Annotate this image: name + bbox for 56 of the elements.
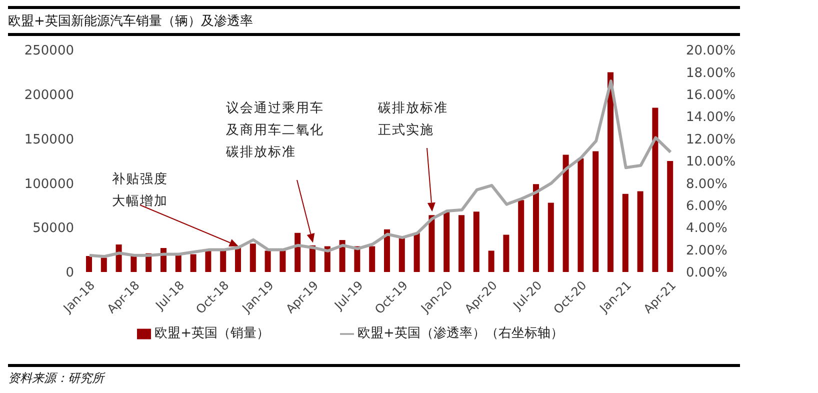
bar xyxy=(488,250,494,272)
bar xyxy=(250,244,256,272)
bar xyxy=(667,161,674,272)
bar xyxy=(637,191,644,272)
y2-tick-label: 0.00% xyxy=(686,266,728,281)
y2-tick-label: 8.00% xyxy=(686,176,728,192)
y2-tick-label: 18.00% xyxy=(686,66,736,81)
bar xyxy=(428,215,435,272)
bar xyxy=(533,184,539,272)
bar xyxy=(205,250,212,272)
legend-label: 欧盟+英国（销量） xyxy=(154,326,270,341)
bar xyxy=(220,250,226,272)
bar xyxy=(190,254,196,272)
bar xyxy=(518,200,524,272)
y2-tick-label: 20.00% xyxy=(686,44,736,59)
bar xyxy=(473,212,480,272)
y-tick-label: 100000 xyxy=(24,176,74,192)
y2-tick-label: 16.00% xyxy=(686,88,736,104)
y2-tick-label: 4.00% xyxy=(686,221,728,236)
y2-tick-label: 6.00% xyxy=(686,199,728,214)
bar xyxy=(294,232,301,272)
chart-title: 欧盟+英国新能源汽车销量（辆）及渗透率 xyxy=(8,6,740,36)
bar xyxy=(100,258,107,272)
bar xyxy=(86,256,92,272)
bar xyxy=(652,108,658,272)
y-tick-label: 250000 xyxy=(24,44,74,59)
bar xyxy=(592,151,599,272)
bar xyxy=(398,238,405,272)
bar xyxy=(339,240,346,272)
annotation: 碳排放标准正式实施 xyxy=(377,101,448,138)
bar xyxy=(548,202,554,272)
text: 资料来源：研究所 xyxy=(8,370,106,387)
y-tick-label: 0 xyxy=(66,266,74,281)
y2-tick-label: 12.00% xyxy=(686,132,736,148)
y-tick-label: 200000 xyxy=(24,88,74,104)
bar xyxy=(414,232,420,272)
y-tick-label: 150000 xyxy=(24,132,74,148)
bar xyxy=(578,158,584,272)
bar xyxy=(458,215,464,272)
bar xyxy=(369,246,376,272)
y-tick-label: 50000 xyxy=(32,221,74,236)
line-series xyxy=(88,80,672,258)
bar xyxy=(444,212,450,272)
y2-tick-label: 10.00% xyxy=(686,154,736,170)
bar xyxy=(622,194,628,272)
annotation: 议会通过乘用车及商用车二氧化碳排放标准 xyxy=(225,101,324,160)
bar xyxy=(280,250,286,272)
annotation: 补贴强度大幅增加 xyxy=(112,171,168,209)
bar xyxy=(562,154,569,272)
y2-tick-label: 14.00% xyxy=(686,110,736,126)
y2-tick-label: 2.00% xyxy=(686,243,728,258)
legend-label: 欧盟+英国（渗透率）（右坐标轴） xyxy=(358,326,564,341)
bar xyxy=(384,229,390,272)
bar xyxy=(264,250,271,272)
bar xyxy=(608,72,614,272)
bar xyxy=(503,234,510,272)
